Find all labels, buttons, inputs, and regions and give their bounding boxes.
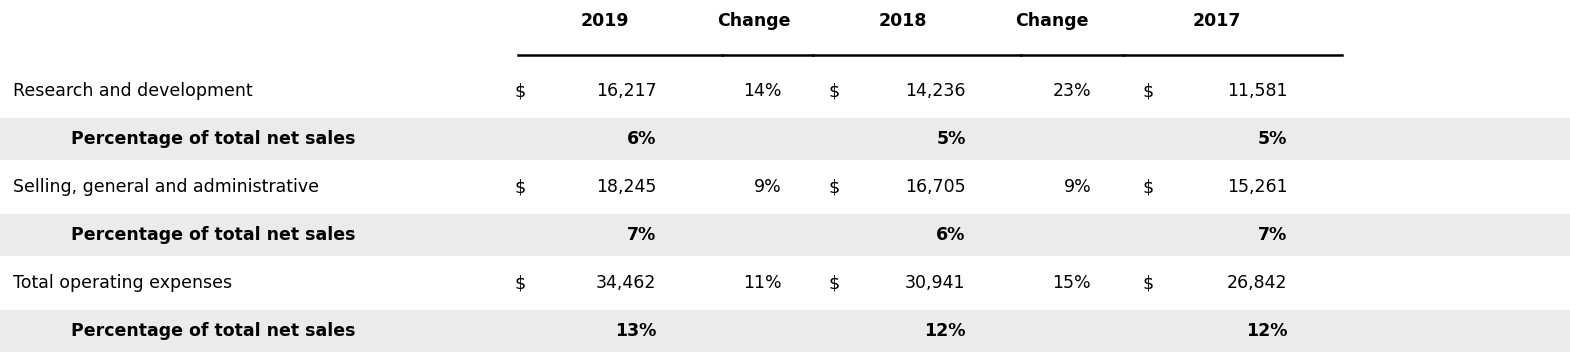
Text: 6%: 6% bbox=[936, 226, 966, 244]
Text: 2019: 2019 bbox=[581, 13, 628, 30]
Text: 23%: 23% bbox=[1052, 82, 1091, 100]
Text: Percentage of total net sales: Percentage of total net sales bbox=[71, 130, 355, 148]
Text: $: $ bbox=[1143, 274, 1154, 292]
Text: 6%: 6% bbox=[626, 130, 656, 148]
Text: $: $ bbox=[515, 274, 526, 292]
Text: 9%: 9% bbox=[754, 178, 782, 196]
Text: 14,236: 14,236 bbox=[904, 82, 966, 100]
Text: 18,245: 18,245 bbox=[597, 178, 656, 196]
Text: 5%: 5% bbox=[936, 130, 966, 148]
Text: 9%: 9% bbox=[1063, 178, 1091, 196]
Text: Total operating expenses: Total operating expenses bbox=[13, 274, 232, 292]
Text: $: $ bbox=[515, 82, 526, 100]
Bar bbox=[0, 214, 1570, 256]
Text: 12%: 12% bbox=[925, 322, 966, 340]
Text: $: $ bbox=[1143, 178, 1154, 196]
Text: 16,705: 16,705 bbox=[904, 178, 966, 196]
Text: $: $ bbox=[829, 274, 840, 292]
Text: $: $ bbox=[1143, 82, 1154, 100]
Text: 16,217: 16,217 bbox=[595, 82, 656, 100]
Text: Change: Change bbox=[717, 13, 790, 30]
Text: 26,842: 26,842 bbox=[1226, 274, 1287, 292]
Text: 5%: 5% bbox=[1258, 130, 1287, 148]
Text: 2017: 2017 bbox=[1193, 13, 1240, 30]
Text: Change: Change bbox=[1016, 13, 1088, 30]
Text: 14%: 14% bbox=[743, 82, 782, 100]
Text: 13%: 13% bbox=[615, 322, 656, 340]
Text: 7%: 7% bbox=[626, 226, 656, 244]
Text: 11%: 11% bbox=[743, 274, 782, 292]
Text: 15,261: 15,261 bbox=[1226, 178, 1287, 196]
Text: $: $ bbox=[515, 178, 526, 196]
Text: Selling, general and administrative: Selling, general and administrative bbox=[13, 178, 319, 196]
Bar bbox=[0, 118, 1570, 160]
Text: 30,941: 30,941 bbox=[904, 274, 966, 292]
Text: 15%: 15% bbox=[1052, 274, 1091, 292]
Text: 11,581: 11,581 bbox=[1226, 82, 1287, 100]
Text: 12%: 12% bbox=[1247, 322, 1287, 340]
Text: 7%: 7% bbox=[1258, 226, 1287, 244]
Text: $: $ bbox=[829, 178, 840, 196]
Text: Research and development: Research and development bbox=[13, 82, 253, 100]
Text: Percentage of total net sales: Percentage of total net sales bbox=[71, 322, 355, 340]
Text: 2018: 2018 bbox=[879, 13, 926, 30]
Text: $: $ bbox=[829, 82, 840, 100]
Text: Percentage of total net sales: Percentage of total net sales bbox=[71, 226, 355, 244]
Text: 34,462: 34,462 bbox=[597, 274, 656, 292]
Bar bbox=[0, 310, 1570, 352]
